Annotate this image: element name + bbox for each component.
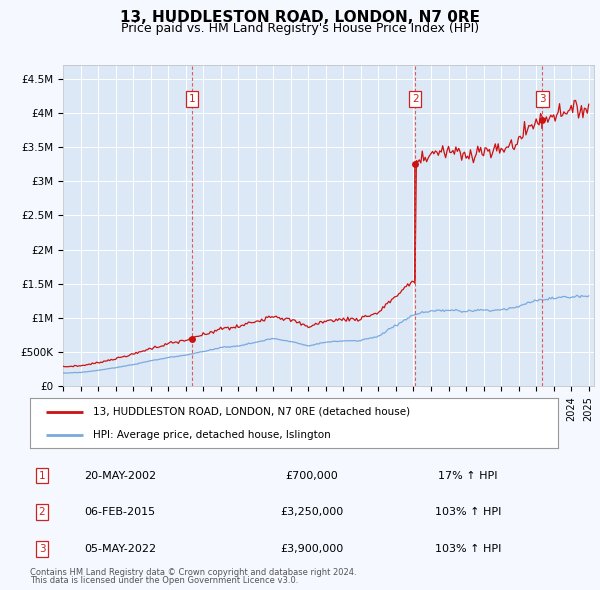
Text: 13, HUDDLESTON ROAD, LONDON, N7 0RE (detached house): 13, HUDDLESTON ROAD, LONDON, N7 0RE (det… [94,407,410,417]
Text: 1: 1 [38,471,46,480]
Text: £3,900,000: £3,900,000 [280,544,344,553]
Text: 13, HUDDLESTON ROAD, LONDON, N7 0RE: 13, HUDDLESTON ROAD, LONDON, N7 0RE [120,10,480,25]
Text: HPI: Average price, detached house, Islington: HPI: Average price, detached house, Isli… [94,430,331,440]
Text: 05-MAY-2022: 05-MAY-2022 [84,544,156,553]
Text: 2: 2 [38,507,46,517]
Text: 3: 3 [38,544,46,553]
Text: Price paid vs. HM Land Registry's House Price Index (HPI): Price paid vs. HM Land Registry's House … [121,22,479,35]
Text: 103% ↑ HPI: 103% ↑ HPI [435,507,501,517]
Text: This data is licensed under the Open Government Licence v3.0.: This data is licensed under the Open Gov… [30,576,298,585]
Text: 2: 2 [412,94,418,104]
Text: £700,000: £700,000 [286,471,338,480]
Text: 3: 3 [539,94,546,104]
Text: 1: 1 [189,94,196,104]
Text: 17% ↑ HPI: 17% ↑ HPI [438,471,498,480]
Text: 20-MAY-2002: 20-MAY-2002 [84,471,156,480]
Text: Contains HM Land Registry data © Crown copyright and database right 2024.: Contains HM Land Registry data © Crown c… [30,568,356,577]
Text: 103% ↑ HPI: 103% ↑ HPI [435,544,501,553]
Text: £3,250,000: £3,250,000 [280,507,344,517]
Text: 06-FEB-2015: 06-FEB-2015 [85,507,155,517]
